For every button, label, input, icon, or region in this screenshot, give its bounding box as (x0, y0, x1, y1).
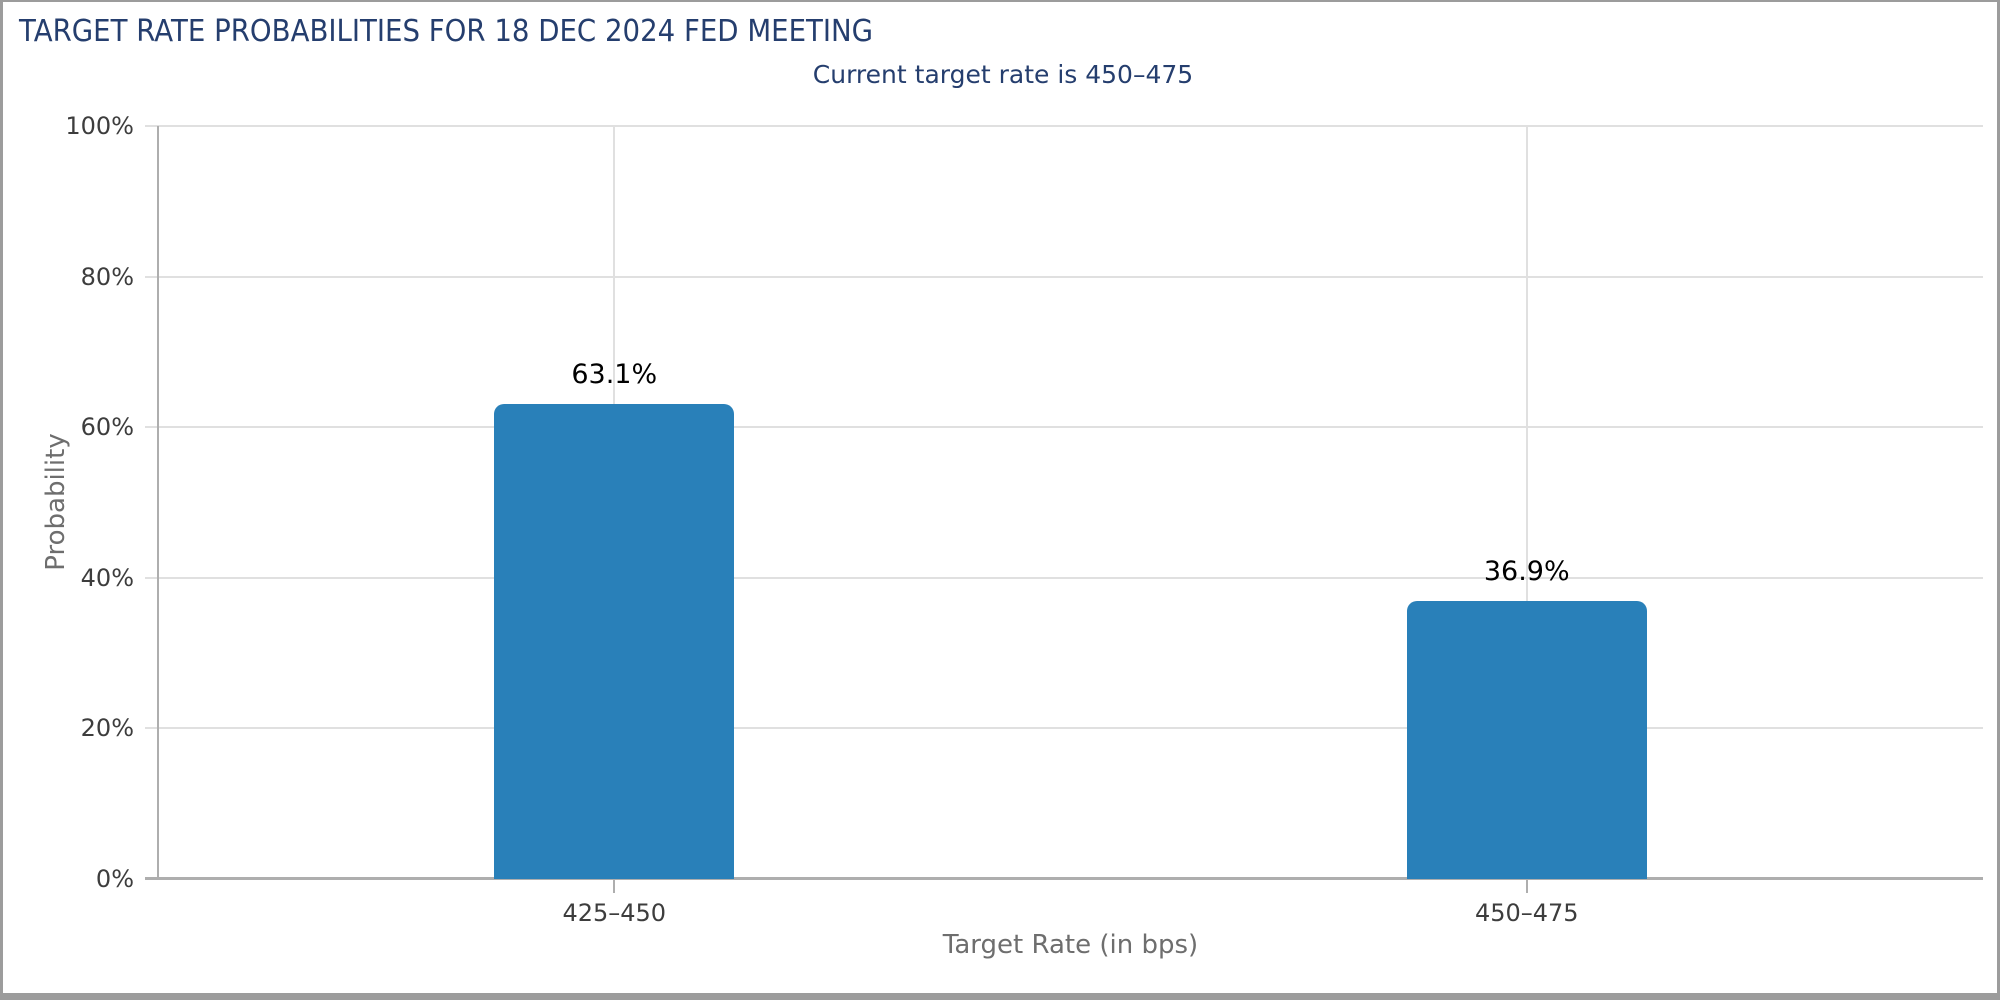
y-axis-title: Probability (41, 433, 71, 571)
x-axis-title: Target Rate (in bps) (942, 930, 1199, 960)
horizontal-gridline (145, 275, 1983, 278)
plot-area: 0% 20% 40% 60% 80% 100% 63.1% 425–450 36.9% 450–4… (65, 112, 1983, 927)
chart-subtitle: Current target rate is 450–475 (812, 60, 1194, 89)
chart-title: TARGET RATE PROBABILITIES FOR 18 DEC 202… (19, 14, 874, 49)
probability-bar[interactable] (1406, 601, 1647, 879)
horizontal-gridline (145, 727, 1983, 730)
y-axis-tick-label: 80% (80, 262, 134, 291)
horizontal-gridline (145, 426, 1983, 429)
bar-value-label: 63.1% (571, 358, 658, 390)
bar-value-label: 36.9% (1483, 556, 1570, 588)
y-axis-tick-label: 40% (80, 563, 134, 592)
y-axis-line (157, 126, 159, 879)
y-axis-tick-label: 0% (95, 865, 134, 893)
y-axis-tick-label: 100% (65, 112, 134, 140)
y-axis-tick-label: 60% (80, 413, 134, 442)
x-axis-tick (613, 879, 616, 893)
horizontal-gridline (145, 576, 1983, 579)
probability-bar[interactable] (494, 403, 735, 879)
x-axis-tick (1525, 879, 1528, 893)
vertical-gridline (1525, 126, 1528, 879)
x-axis-line (145, 877, 1983, 880)
x-axis-tick-label: 450–475 (1474, 899, 1579, 927)
horizontal-gridline (145, 125, 1983, 127)
y-axis-tick-label: 20% (80, 714, 134, 743)
x-axis-tick-label: 425–450 (562, 899, 667, 927)
